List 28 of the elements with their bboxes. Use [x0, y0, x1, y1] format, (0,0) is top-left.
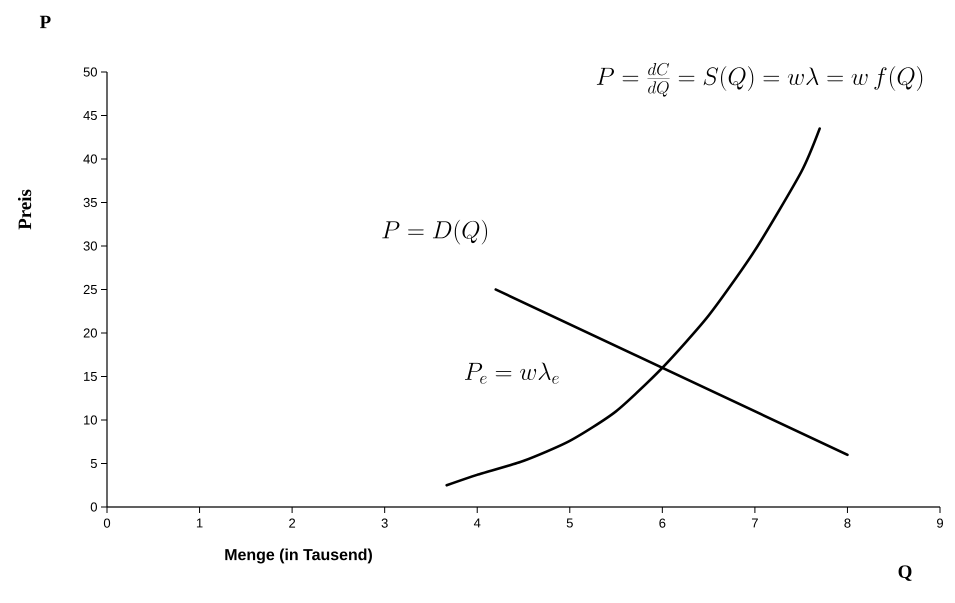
- x-tick-label: 3: [382, 518, 388, 528]
- y-tick-label: 40: [83, 154, 97, 164]
- y-tick-label: 45: [83, 110, 97, 120]
- y-tick-label: 25: [84, 284, 97, 294]
- y-tick-label: 20: [84, 328, 97, 338]
- annotation: $P=\frac{dC}{dQ}=S(Q)=w\lambda=w\,f(Q)$: [596, 62, 922, 97]
- x-tick-label: 2: [289, 518, 296, 528]
- y-tick-label: 35: [84, 198, 97, 208]
- annotation: $P_e=w\lambda_e$: [464, 362, 559, 384]
- text: Q: [898, 565, 912, 581]
- x-tick-label: 9: [937, 518, 943, 528]
- y-tick-label: 10: [84, 415, 97, 425]
- x-tick-label: 4: [474, 518, 480, 528]
- y-tick-label: 50: [84, 67, 97, 77]
- annotation: $P=D(Q)$: [382, 220, 488, 244]
- x-tick-label: 1: [196, 518, 203, 528]
- x-tick-label: 8: [844, 518, 850, 528]
- x-tick-label: 6: [659, 518, 666, 528]
- x-tick-label: 5: [566, 518, 573, 528]
- x-tick-label: 0: [104, 518, 110, 528]
- x-axis-title: Menge (in Tausend): [225, 548, 372, 564]
- y-axis-title: Preis: [18, 190, 32, 230]
- x-tick-label: 7: [752, 518, 758, 528]
- y-tick-label: 30: [84, 241, 97, 251]
- y-tick-label: 0: [90, 502, 97, 512]
- y-tick-label: 15: [84, 372, 97, 382]
- text: P: [40, 16, 51, 28]
- y-tick-label: 5: [90, 458, 97, 468]
